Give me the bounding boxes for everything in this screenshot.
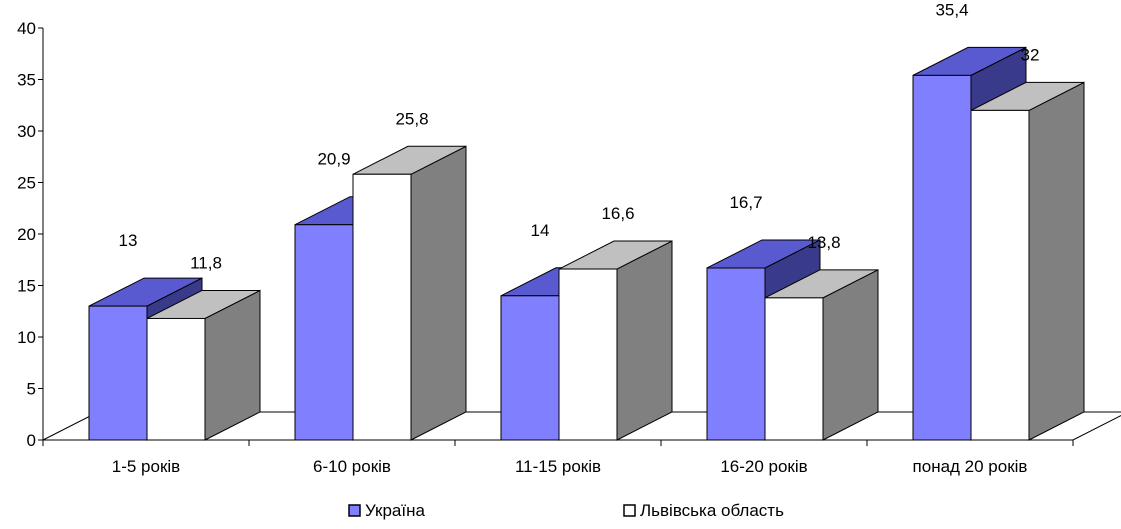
data-label-ukraine: 35,4	[935, 0, 968, 19]
y-tick-label: 10	[17, 328, 36, 347]
bar-ukraine-front	[88, 305, 148, 441]
bar-lviv	[352, 145, 467, 441]
y-tick-label: 20	[17, 225, 36, 244]
data-label-lviv: 13,8	[807, 233, 840, 252]
bar-lviv	[146, 289, 261, 441]
y-tick-label: 40	[17, 19, 36, 38]
legend-swatch	[348, 504, 361, 517]
bar-lviv-side	[616, 240, 673, 441]
data-label-ukraine: 16,7	[729, 193, 762, 212]
data-label-ukraine: 14	[531, 221, 550, 240]
data-label-ukraine: 20,9	[317, 150, 350, 169]
bar-lviv-front	[352, 173, 412, 441]
bar-lviv	[558, 240, 673, 441]
bar-lviv-front	[970, 109, 1030, 441]
y-tick-label: 25	[17, 174, 36, 193]
bar-lviv-side	[1028, 81, 1085, 441]
bar-lviv-front	[764, 297, 824, 441]
data-label-lviv: 11,8	[190, 253, 222, 272]
bar-ukraine-front	[294, 224, 354, 441]
data-label-lviv: 32	[1021, 45, 1040, 64]
bar-lviv	[764, 269, 879, 441]
bar-lviv-side	[822, 269, 879, 441]
bar-lviv-side	[410, 145, 467, 441]
data-label-lviv: 25,8	[395, 109, 428, 128]
bar-lviv-front	[558, 268, 618, 441]
y-tick-label: 35	[17, 71, 36, 90]
x-category-label: 16-20 років	[720, 457, 807, 476]
data-label-ukraine: 13	[119, 231, 138, 250]
y-tick-label: 0	[27, 431, 36, 450]
legend-label: Львівська область	[640, 501, 784, 520]
data-label-lviv: 16,6	[601, 204, 634, 223]
legend-swatch	[623, 504, 636, 517]
bar-ukraine-front	[912, 74, 972, 441]
y-tick-label: 5	[27, 380, 36, 399]
x-category-label: понад 20 років	[913, 457, 1028, 476]
x-category-label: 6-10 років	[313, 457, 391, 476]
x-category-label: 11-15 років	[515, 457, 601, 476]
bar-ukraine-front	[500, 295, 560, 441]
legend-label: Україна	[365, 501, 425, 520]
bar-lviv-front	[146, 317, 206, 441]
y-tick-label: 30	[17, 122, 36, 141]
bar-lviv	[970, 81, 1085, 441]
y-tick-label: 15	[17, 277, 36, 296]
x-category-label: 1-5 років	[112, 457, 180, 476]
bar-ukraine-front	[706, 267, 766, 441]
